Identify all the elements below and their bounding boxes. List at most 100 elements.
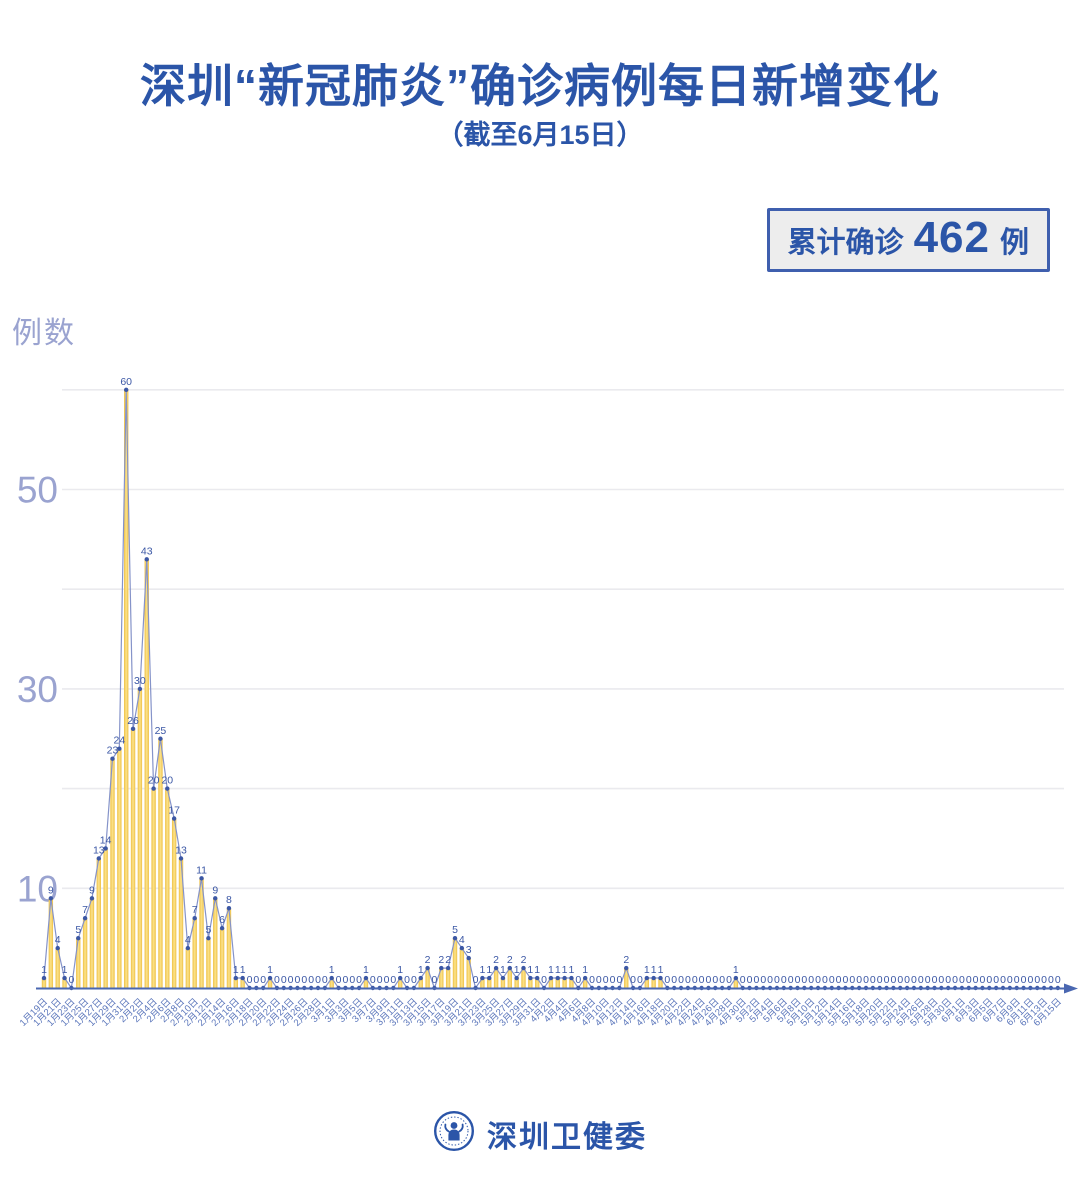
svg-text:8: 8 — [226, 894, 232, 906]
svg-text:0: 0 — [897, 974, 903, 986]
gridlines — [62, 388, 1064, 890]
svg-text:0: 0 — [678, 974, 684, 986]
svg-text:2: 2 — [507, 954, 513, 966]
svg-text:0: 0 — [1007, 974, 1013, 986]
svg-text:0: 0 — [1055, 974, 1061, 986]
svg-text:0: 0 — [685, 974, 691, 986]
svg-text:0: 0 — [699, 974, 705, 986]
svg-text:0: 0 — [308, 974, 314, 986]
x-axis — [36, 983, 1078, 994]
page-title: 深圳“新冠肺炎”确诊病例每日新增变化 — [140, 60, 940, 112]
svg-text:0: 0 — [247, 974, 253, 986]
svg-text:3: 3 — [466, 944, 472, 956]
svg-text:1: 1 — [479, 964, 485, 976]
svg-text:0: 0 — [726, 974, 732, 986]
svg-text:0: 0 — [986, 974, 992, 986]
svg-text:1: 1 — [562, 964, 568, 976]
svg-text:1: 1 — [267, 964, 273, 976]
svg-text:0: 0 — [596, 974, 602, 986]
svg-text:1: 1 — [644, 964, 650, 976]
svg-text:0: 0 — [342, 974, 348, 986]
svg-text:0: 0 — [706, 974, 712, 986]
svg-text:0: 0 — [295, 974, 301, 986]
svg-text:0: 0 — [630, 974, 636, 986]
svg-text:0: 0 — [390, 974, 396, 986]
svg-text:17: 17 — [168, 805, 180, 817]
svg-text:0: 0 — [760, 974, 766, 986]
svg-text:0: 0 — [692, 974, 698, 986]
svg-text:0: 0 — [1000, 974, 1006, 986]
svg-text:0: 0 — [973, 974, 979, 986]
svg-text:2: 2 — [425, 954, 431, 966]
svg-text:1: 1 — [582, 964, 588, 976]
svg-text:2: 2 — [623, 954, 629, 966]
svg-text:0: 0 — [836, 974, 842, 986]
svg-text:0: 0 — [616, 974, 622, 986]
svg-text:0: 0 — [322, 974, 328, 986]
svg-text:1: 1 — [418, 964, 424, 976]
svg-text:0: 0 — [1014, 974, 1020, 986]
page-subtitle: （截至6月15日） — [436, 120, 644, 150]
svg-text:0: 0 — [384, 974, 390, 986]
svg-text:2: 2 — [521, 954, 527, 966]
svg-text:0: 0 — [411, 974, 417, 986]
svg-text:0: 0 — [856, 974, 862, 986]
svg-text:1: 1 — [41, 964, 47, 976]
svg-text:0: 0 — [945, 974, 951, 986]
svg-text:0: 0 — [774, 974, 780, 986]
svg-text:0: 0 — [712, 974, 718, 986]
svg-text:1: 1 — [62, 964, 68, 976]
svg-text:11: 11 — [196, 864, 207, 876]
svg-text:0: 0 — [260, 974, 266, 986]
svg-text:0: 0 — [870, 974, 876, 986]
svg-text:1: 1 — [363, 964, 369, 976]
svg-text:0: 0 — [952, 974, 958, 986]
svg-text:9: 9 — [89, 884, 95, 896]
badge-value: 462 — [913, 213, 990, 262]
svg-text:0: 0 — [959, 974, 965, 986]
svg-text:0: 0 — [575, 974, 581, 986]
svg-text:1: 1 — [486, 964, 492, 976]
svg-text:9: 9 — [212, 884, 218, 896]
svg-text:1: 1 — [534, 964, 540, 976]
svg-text:0: 0 — [664, 974, 670, 986]
svg-text:0: 0 — [980, 974, 986, 986]
svg-text:7: 7 — [82, 904, 88, 916]
svg-text:0: 0 — [281, 974, 287, 986]
svg-text:0: 0 — [890, 974, 896, 986]
svg-text:0: 0 — [932, 974, 938, 986]
svg-text:50: 50 — [17, 470, 58, 511]
svg-text:1: 1 — [240, 964, 246, 976]
svg-text:0: 0 — [904, 974, 910, 986]
svg-text:0: 0 — [288, 974, 294, 986]
svg-text:1: 1 — [397, 964, 403, 976]
svg-text:1: 1 — [651, 964, 657, 976]
svg-text:0: 0 — [740, 974, 746, 986]
svg-text:0: 0 — [336, 974, 342, 986]
svg-text:43: 43 — [141, 545, 153, 557]
svg-text:2: 2 — [493, 954, 499, 966]
svg-text:0: 0 — [473, 974, 479, 986]
svg-text:5: 5 — [205, 924, 211, 936]
axis-arrow-icon — [1064, 983, 1078, 994]
svg-text:0: 0 — [610, 974, 616, 986]
svg-text:0: 0 — [808, 974, 814, 986]
svg-text:0: 0 — [671, 974, 677, 986]
svg-text:23: 23 — [107, 745, 119, 757]
svg-text:1: 1 — [733, 964, 739, 976]
svg-text:7: 7 — [192, 904, 198, 916]
svg-text:5: 5 — [75, 924, 81, 936]
svg-text:1: 1 — [233, 964, 239, 976]
y-axis-title: 例数 — [12, 317, 76, 350]
svg-text:0: 0 — [637, 974, 643, 986]
svg-text:60: 60 — [120, 376, 132, 388]
svg-text:0: 0 — [274, 974, 280, 986]
footer: 深圳卫健委 — [0, 1110, 1080, 1157]
cumulative-total-badge: 累计确诊 462 例 — [766, 208, 1050, 272]
value-labels: 1941057913142324602630432025201713471159… — [41, 376, 1061, 986]
svg-text:0: 0 — [541, 974, 547, 986]
org-logo-icon — [433, 1110, 475, 1157]
svg-text:25: 25 — [155, 725, 167, 737]
svg-text:0: 0 — [349, 974, 355, 986]
svg-text:0: 0 — [1048, 974, 1054, 986]
